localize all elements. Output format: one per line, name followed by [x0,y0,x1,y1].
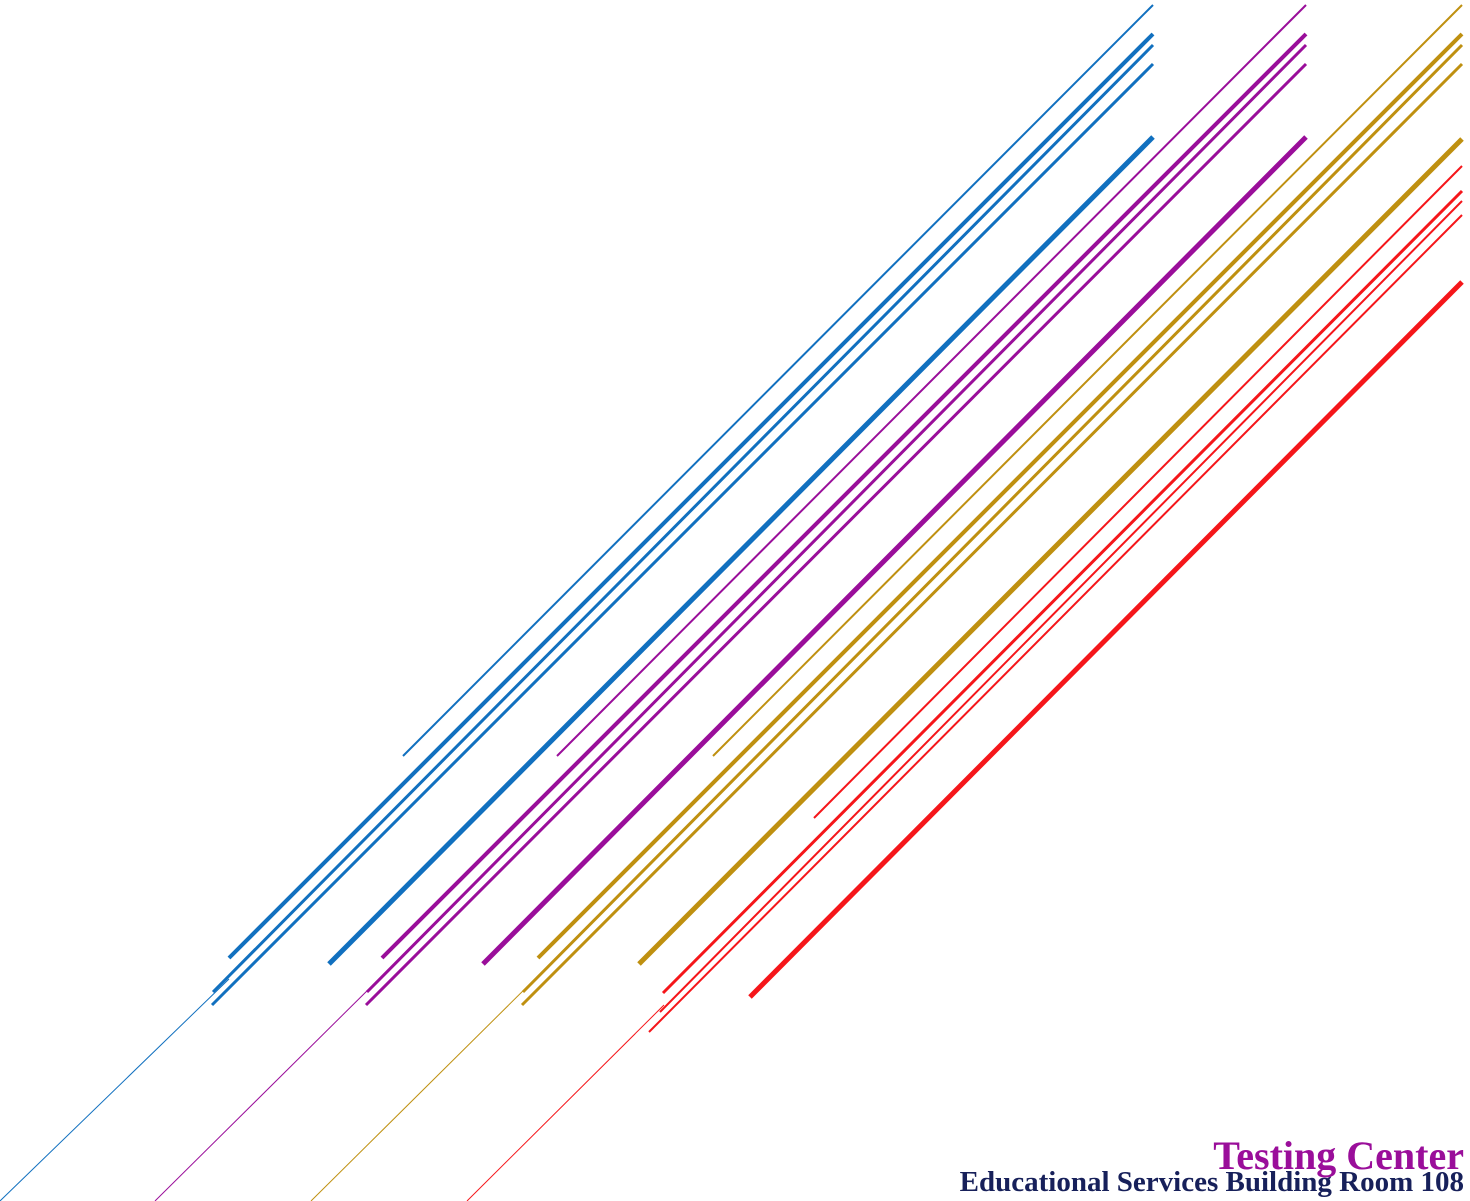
red-line-group [466,165,1464,1201]
diagonal-line-thin [466,1004,665,1201]
location-subtitle: Educational Services Building Room 108 [959,1166,1464,1198]
page-title: Testing Center [1213,1133,1464,1178]
diagonal-line [520,62,1464,1007]
diagonal-line [365,43,1308,994]
diagonal-line [380,32,1308,960]
diagonal-line [211,43,1155,994]
diagonal-line [327,135,1155,966]
diagonal-line [364,62,1308,1007]
diagonal-line [659,200,1463,1013]
diagonal-line [210,62,1155,1007]
diagonal-line [661,189,1464,995]
blue-line-group [0,4,1155,1201]
diagonal-line [748,280,1464,999]
diagonal-line-thin [310,974,540,1201]
diagonal-line [227,32,1155,960]
diagonal-line [402,4,1154,757]
diagonal-line [481,135,1308,966]
diagonal-line [536,32,1464,960]
purple-line-group [154,4,1308,1201]
diagonal-line [712,4,1463,757]
diagonal-line [556,4,1307,757]
diagonal-line-thin [0,978,230,1201]
gold-line-group [310,4,1464,1201]
diagonal-line [648,214,1463,1033]
diagonal-line [521,43,1464,994]
diagonal-line-thin [154,974,384,1201]
diagonal-line [637,137,1464,966]
diagonal-line [813,165,1463,819]
